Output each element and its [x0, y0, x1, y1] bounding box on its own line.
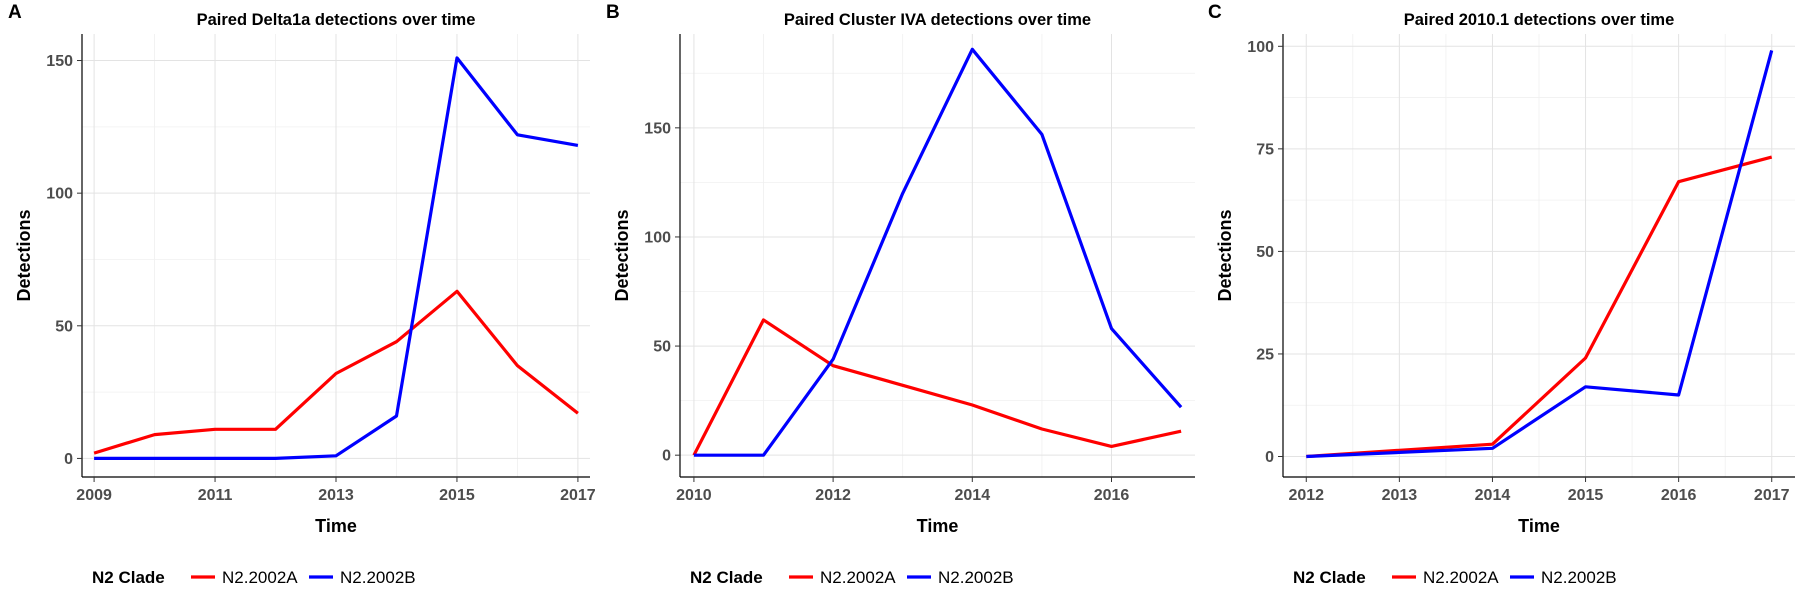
legend-title: N2 Clade: [1293, 568, 1366, 587]
x-tick-label: 2015: [1568, 487, 1604, 504]
x-tick-label: 2012: [815, 487, 851, 504]
x-tick-label: 2012: [1288, 487, 1324, 504]
legend-title: N2 Clade: [92, 568, 165, 587]
x-tick-label: 2010: [676, 487, 712, 504]
y-tick-label: 100: [644, 229, 671, 246]
x-tick-label: 2015: [439, 487, 475, 504]
y-tick-label: 0: [64, 451, 73, 468]
x-tick-label: 2013: [1382, 487, 1418, 504]
series-line-n2-2002b: [94, 56, 579, 460]
panel-c: 2012 2013 2014 2015 2016 2017 0 25 50 75 100 Paired…: [1208, 2, 1795, 587]
x-tick-label: 2009: [76, 487, 112, 504]
x-tick-label: 2013: [318, 487, 354, 504]
y-tick-label: 150: [644, 120, 671, 137]
y-tick-label: 50: [653, 339, 671, 356]
panel-label: C: [1208, 2, 1222, 23]
x-axis-title: Time: [1518, 516, 1560, 536]
legend: N2 Clade N2.2002A N2.2002B: [1293, 568, 1617, 587]
x-tick-label: 2014: [955, 487, 991, 504]
y-axis-title: Detections: [612, 209, 632, 301]
chart-title: Paired 2010.1 detections over time: [1404, 11, 1675, 29]
panel-label: B: [606, 2, 620, 23]
x-tick-label: 2017: [560, 487, 596, 504]
y-axis-title: Detections: [1215, 209, 1235, 301]
x-axis-title: Time: [315, 516, 357, 536]
legend-label: N2.2002B: [938, 568, 1014, 587]
x-tick-label: 2011: [198, 487, 233, 504]
y-axis-title: Detections: [14, 209, 34, 301]
series-line-n2-2002a: [692, 318, 1182, 456]
legend-label: N2.2002A: [820, 568, 896, 587]
legend-label: N2.2002A: [222, 568, 298, 587]
y-tick-label: 150: [46, 53, 73, 70]
legend-label: N2.2002B: [340, 568, 416, 587]
y-tick-label: 50: [1256, 244, 1274, 261]
legend-label: N2.2002B: [1541, 568, 1617, 587]
chart-title: Paired Delta1a detections over time: [197, 11, 476, 29]
x-tick-label: 2017: [1754, 487, 1790, 504]
series-line-n2-2002b: [693, 47, 1183, 457]
x-tick-label: 2016: [1661, 487, 1697, 504]
y-tick-label: 0: [1265, 449, 1274, 466]
panel-label: A: [8, 2, 22, 23]
y-tick-label: 50: [55, 318, 73, 335]
chart-title: Paired Cluster IVA detections over time: [784, 11, 1091, 29]
series-line-n2-2002a: [1306, 155, 1773, 459]
series-line-n2-2002a: [93, 289, 579, 455]
legend-title: N2 Clade: [690, 568, 763, 587]
plot-area: [680, 34, 1195, 477]
x-tick-label: 2016: [1094, 487, 1130, 504]
x-axis-title: Time: [917, 516, 959, 536]
legend: N2 Clade N2.2002A N2.2002B: [92, 568, 416, 587]
legend: N2 Clade N2.2002A N2.2002B: [690, 568, 1014, 587]
y-tick-label: 25: [1256, 346, 1274, 363]
y-tick-label: 0: [662, 448, 671, 465]
panel-b: 2010 2012 2014 2016 0 50 100 150 Paired Cluster …: [606, 2, 1195, 587]
x-tick-label: 2014: [1475, 487, 1511, 504]
y-tick-label: 75: [1256, 141, 1274, 158]
series-line-n2-2002b: [1306, 49, 1774, 459]
y-tick-label: 100: [46, 186, 73, 203]
panel-a: 2009 2011 2013 2015 2017 0 50 100 150 Paired Delt…: [8, 2, 596, 587]
legend-label: N2.2002A: [1423, 568, 1499, 587]
y-tick-label: 100: [1247, 39, 1274, 56]
